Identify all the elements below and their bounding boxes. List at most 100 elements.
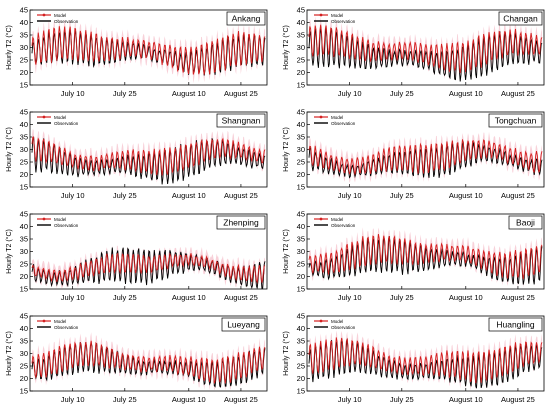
station-label-box — [216, 215, 266, 230]
series-observation-line — [308, 140, 543, 179]
y-tick-label: 40 — [20, 18, 28, 27]
x-tick-label: July 10 — [338, 191, 362, 200]
y-tick-label: 30 — [297, 247, 305, 256]
legend-observation-label: Observation — [331, 325, 356, 330]
x-tick-label: August 10 — [172, 395, 206, 404]
legend-model-marker — [319, 319, 323, 323]
series-model-line — [308, 24, 543, 74]
x-tick-label: August 25 — [224, 293, 258, 302]
y-axis-label: Hourly T2 (°C) — [5, 25, 13, 70]
y-tick-label: 20 — [297, 272, 305, 281]
y-axis-label: Hourly T2 (°C) — [282, 331, 290, 376]
x-tick-label: August 10 — [449, 191, 483, 200]
station-label: Changan — [503, 14, 538, 24]
legend-model-label: Model — [331, 319, 343, 324]
series-model-line — [308, 139, 543, 175]
series-model-line — [308, 234, 543, 280]
legend-model-marker — [42, 13, 46, 17]
station-label-box — [221, 317, 266, 332]
y-tick-label: 15 — [297, 387, 305, 396]
x-tick-label: August 10 — [172, 89, 206, 98]
y-tick-label: 40 — [20, 120, 28, 129]
y-tick-label: 45 — [20, 108, 28, 117]
y-tick-label: 15 — [20, 285, 28, 294]
x-tick-label: August 25 — [501, 191, 535, 200]
x-tick-label: July 25 — [390, 395, 414, 404]
y-tick-label: 45 — [297, 312, 305, 321]
x-tick-label: July 25 — [390, 191, 414, 200]
y-tick-label: 25 — [20, 56, 28, 65]
legend-model-marker — [319, 13, 323, 17]
legend-observation-label: Observation — [331, 223, 356, 228]
y-tick-label: 30 — [297, 43, 305, 52]
y-tick-label: 35 — [20, 235, 28, 244]
station-label: Huangling — [496, 320, 535, 330]
y-tick-label: 30 — [20, 145, 28, 154]
panel-baoji: 15 20 25 30 35 40 45 July 10 July 25 August 10 Aug… — [282, 210, 545, 302]
x-tick-label: August 25 — [224, 395, 258, 404]
series-model-line — [31, 252, 266, 284]
y-axis-label: Hourly T2 (°C) — [282, 127, 290, 172]
y-axis-label: Hourly T2 (°C) — [282, 229, 290, 274]
legend-model-marker — [42, 217, 46, 221]
panel-huangling: 15 20 25 30 35 40 45 July 10 July 25 August 10 Aug… — [282, 312, 545, 404]
legend-model-marker — [319, 115, 323, 119]
y-tick-label: 15 — [297, 183, 305, 192]
y-tick-label: 40 — [20, 222, 28, 231]
panel-changan: 15 20 25 30 35 40 45 July 10 July 25 August 10 Aug… — [282, 6, 545, 98]
x-tick-label: July 10 — [61, 89, 85, 98]
y-axis-label: Hourly T2 (°C) — [5, 229, 13, 274]
y-tick-label: 25 — [20, 362, 28, 371]
y-tick-label: 35 — [297, 337, 305, 346]
y-tick-label: 15 — [297, 285, 305, 294]
y-tick-label: 20 — [20, 272, 28, 281]
station-label-box — [488, 113, 543, 128]
x-tick-label: July 25 — [113, 89, 137, 98]
x-tick-label: August 10 — [449, 89, 483, 98]
station-label: Baoji — [516, 218, 535, 228]
y-tick-label: 45 — [297, 210, 305, 219]
y-tick-label: 25 — [20, 158, 28, 167]
y-tick-label: 40 — [297, 120, 305, 129]
x-tick-label: July 10 — [338, 395, 362, 404]
station-label-box — [508, 215, 543, 230]
legend-model-label: Model — [54, 115, 66, 120]
y-tick-label: 25 — [297, 158, 305, 167]
panel-shangnan: 15 20 25 30 35 40 45 July 10 July 25 August 10 Aug… — [5, 108, 268, 200]
station-label-box — [498, 11, 543, 26]
y-tick-label: 20 — [297, 170, 305, 179]
legend-model-label: Model — [54, 217, 66, 222]
station-label-box — [488, 317, 543, 332]
y-tick-label: 25 — [20, 260, 28, 269]
legend-model-marker — [319, 217, 323, 221]
y-tick-label: 45 — [297, 6, 305, 15]
station-label: Lueyang — [227, 320, 260, 330]
y-tick-label: 20 — [20, 170, 28, 179]
y-tick-label: 15 — [20, 183, 28, 192]
y-tick-label: 35 — [20, 133, 28, 142]
station-label: Shangnan — [222, 116, 261, 126]
y-tick-label: 40 — [297, 18, 305, 27]
legend-model-marker — [42, 115, 46, 119]
y-tick-label: 40 — [20, 324, 28, 333]
y-tick-label: 15 — [20, 81, 28, 90]
y-tick-label: 35 — [297, 235, 305, 244]
x-tick-label: July 25 — [390, 89, 414, 98]
y-axis-label: Hourly T2 (°C) — [5, 127, 13, 172]
y-axis-label: Hourly T2 (°C) — [5, 331, 13, 376]
station-label-box — [216, 113, 266, 128]
x-tick-label: August 25 — [501, 395, 535, 404]
x-tick-label: August 25 — [501, 293, 535, 302]
legend-model-label: Model — [331, 115, 343, 120]
panel-tongchuan: 15 20 25 30 35 40 45 July 10 July 25 August 10 Aug… — [282, 108, 545, 200]
station-label: Ankang — [232, 14, 261, 24]
y-tick-label: 40 — [297, 222, 305, 231]
legend-model-marker — [42, 319, 46, 323]
y-tick-label: 45 — [20, 210, 28, 219]
legend-model-label: Model — [54, 319, 66, 324]
legend-observation-label: Observation — [54, 19, 79, 24]
model-range-band — [309, 131, 542, 184]
x-tick-label: July 25 — [113, 395, 137, 404]
panel-ankang: 15 20 25 30 35 40 45 July 10 July 25 August 10 Aug… — [5, 6, 268, 98]
